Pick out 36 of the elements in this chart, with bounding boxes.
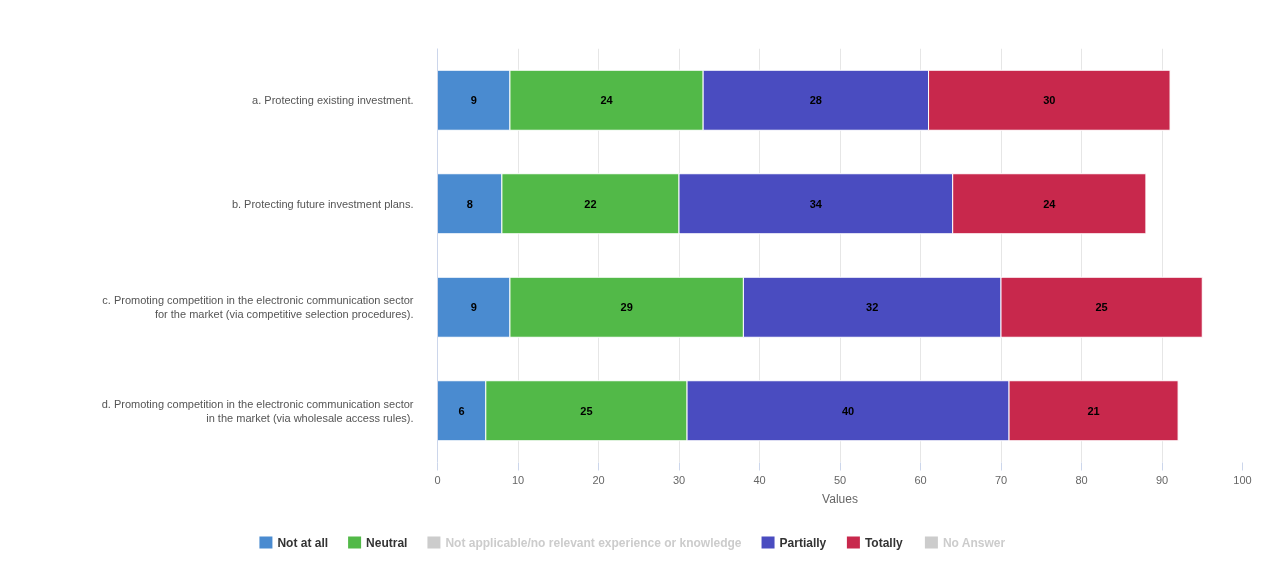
data-label: 28: [809, 94, 822, 107]
y-tick-label: c. Promoting competition in the electronic communication sector for the market (via competitive selection procedures).: [102, 294, 414, 321]
data-label: 25: [1095, 301, 1108, 314]
data-label: 8: [466, 197, 473, 210]
x-tick-label: 70: [994, 473, 1008, 486]
x-tick-label: 40: [753, 473, 766, 486]
data-label: 32: [866, 301, 879, 314]
data-label: 29: [620, 301, 633, 314]
data-label: 6: [458, 404, 465, 417]
data-label: 34: [809, 197, 823, 210]
y-tick-label: d. Promoting competition in the electronic communication sector in the market (via wholesale access rules).: [101, 397, 414, 424]
x-tick-label: 20: [592, 473, 605, 486]
legend-label: Not at all: [277, 535, 329, 550]
x-tick-label: 10: [511, 473, 525, 486]
x-tick-label: 0: [434, 473, 441, 486]
data-label: 9: [470, 301, 477, 314]
legend-label: Partially: [779, 535, 827, 550]
x-tick-label: 100: [1233, 473, 1252, 486]
data-label: 40: [841, 404, 855, 417]
legend-label: Totally: [864, 535, 903, 550]
x-tick-label: 80: [1075, 473, 1088, 486]
x-axis-title: Values: [822, 491, 858, 506]
data-label: 9: [470, 94, 477, 107]
x-tick-label: 90: [1155, 473, 1169, 486]
y-tick-label: a. Protecting existing investment.: [252, 94, 414, 107]
x-tick-label: 30: [672, 473, 686, 486]
y-tick-label: b. Protecting future investment plans.: [231, 197, 414, 210]
data-label: 21: [1087, 404, 1100, 417]
data-label: 22: [584, 197, 597, 210]
data-label: 24: [1043, 197, 1057, 210]
data-label: 24: [600, 94, 614, 107]
legend-label: Neutral: [366, 535, 408, 550]
x-tick-label: 60: [914, 473, 927, 486]
data-label: 30: [1043, 94, 1056, 107]
x-tick-label: 50: [833, 473, 847, 486]
data-label: 25: [580, 404, 593, 417]
